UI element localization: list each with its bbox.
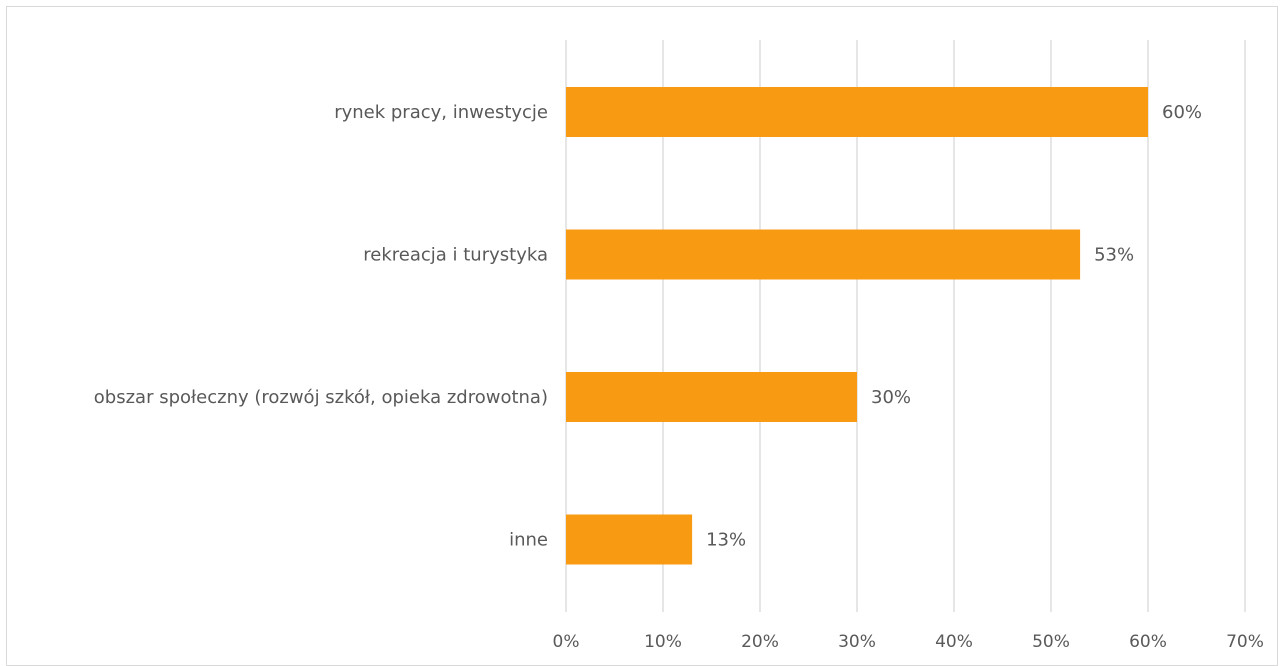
x-tick-label: 60% <box>1129 632 1167 652</box>
data-label: 53% <box>1094 245 1134 266</box>
category-label: rynek pracy, inwestycje <box>334 102 548 123</box>
data-label: 60% <box>1162 102 1202 123</box>
x-tick-label: 40% <box>935 632 973 652</box>
bar <box>566 229 1081 280</box>
bar <box>566 372 857 422</box>
bar <box>566 514 693 565</box>
data-label: 30% <box>871 387 911 408</box>
bar <box>566 87 1148 137</box>
category-label: obszar społeczny (rozwój szkół, opieka z… <box>94 387 548 408</box>
x-tick-label: 0% <box>553 632 580 652</box>
x-tick-label: 20% <box>741 632 779 652</box>
x-tick-label: 30% <box>838 632 876 652</box>
x-tick-label: 10% <box>644 632 682 652</box>
x-tick-label: 70% <box>1226 632 1264 652</box>
category-label: inne <box>509 530 548 551</box>
x-tick-label: 50% <box>1032 632 1070 652</box>
data-label: 13% <box>706 530 746 551</box>
category-label: rekreacja i turystyka <box>363 245 548 266</box>
